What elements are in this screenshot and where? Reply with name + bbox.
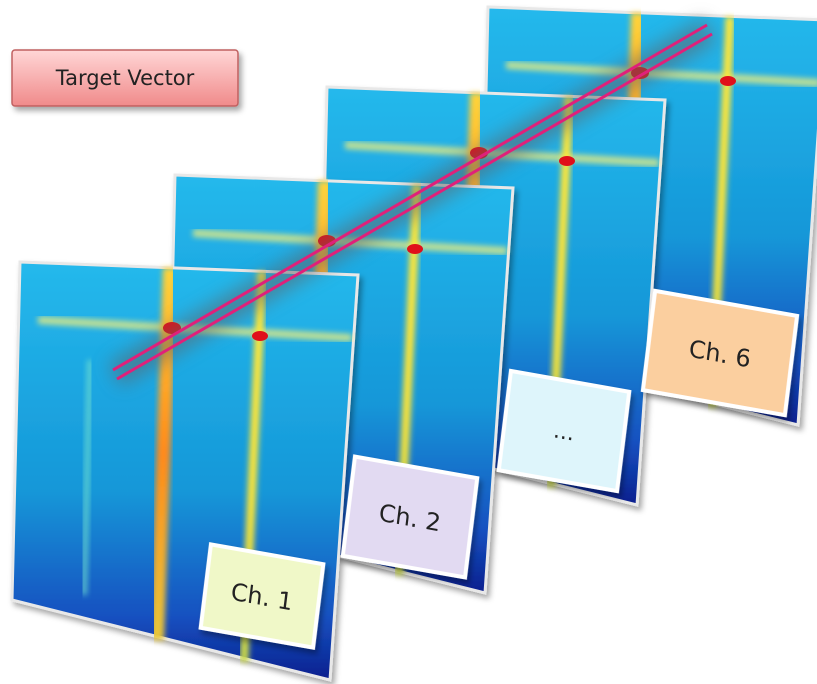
channel-box: Ch. 2 xyxy=(343,457,477,578)
target-vector-box: Target Vector xyxy=(12,50,238,106)
diagram: Target Vector Ch. 6 ... Ch. 2 Ch. 1 xyxy=(0,0,817,684)
channel-box: Ch. 1 xyxy=(201,544,324,647)
channel-label: ... xyxy=(552,418,576,446)
page: Target Vector Ch. 6 ... Ch. 2 Ch. 1 (() … xyxy=(0,0,817,684)
target-vector-label: Target Vector xyxy=(55,66,195,90)
channel-box: ... xyxy=(499,371,630,491)
